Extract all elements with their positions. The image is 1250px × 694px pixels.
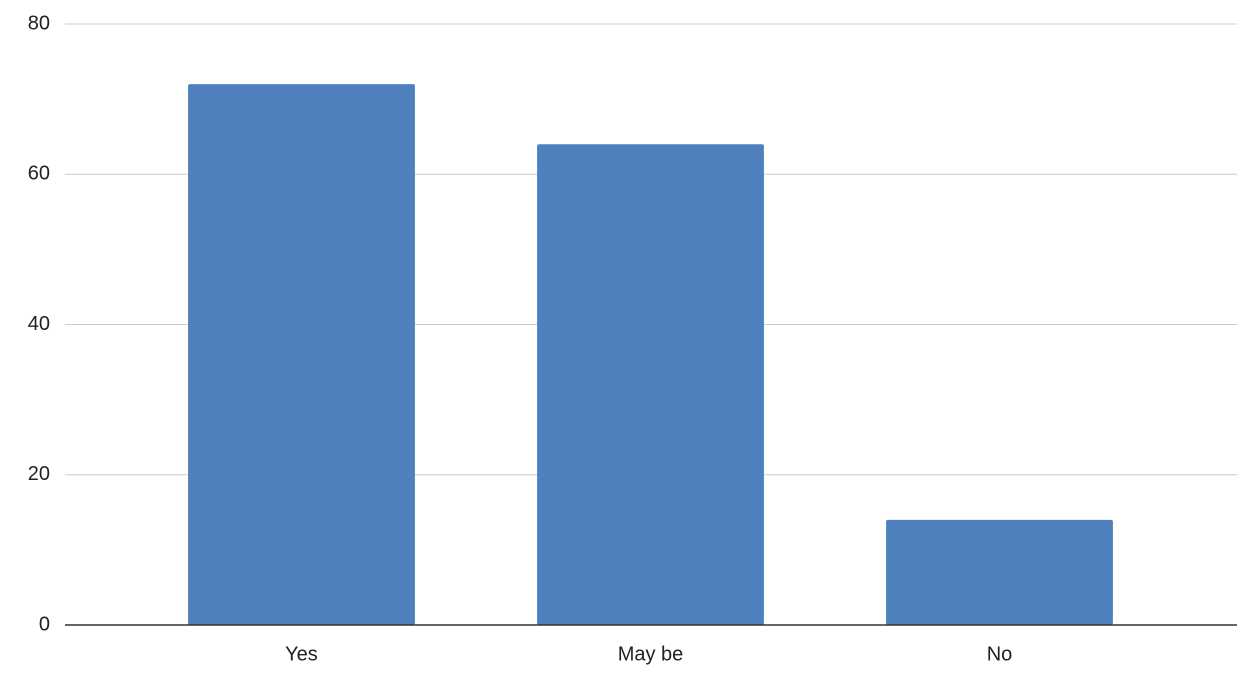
y-tick-label: 60 — [28, 163, 50, 185]
x-tick-label: Yes — [285, 643, 318, 665]
bar — [188, 84, 415, 626]
x-tick-label: May be — [618, 643, 684, 665]
x-tick-label: No — [987, 643, 1013, 665]
y-tick-label: 20 — [28, 463, 50, 485]
bar — [886, 519, 1113, 625]
y-tick-label: 40 — [28, 313, 50, 335]
y-tick-label: 80 — [28, 12, 50, 34]
y-tick-label: 0 — [39, 613, 50, 635]
bar — [537, 144, 764, 625]
